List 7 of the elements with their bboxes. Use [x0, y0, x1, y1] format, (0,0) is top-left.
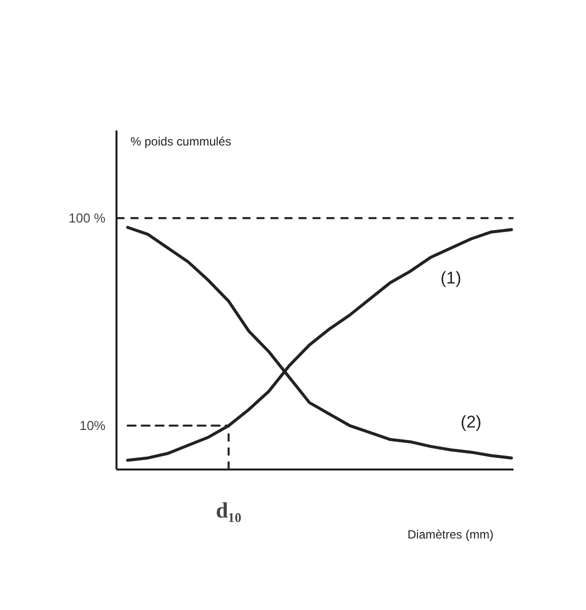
y-tick-label: 100 % [68, 210, 106, 226]
y-axis-title: % poids cummulés [130, 134, 232, 148]
series-label: (1) [440, 268, 462, 288]
y-tick-label: 10% [79, 418, 106, 434]
series-label: (2) [460, 412, 482, 432]
x-tick-label: d₁₀ [216, 498, 242, 522]
x-axis-title: Diamètres (mm) [408, 528, 494, 542]
